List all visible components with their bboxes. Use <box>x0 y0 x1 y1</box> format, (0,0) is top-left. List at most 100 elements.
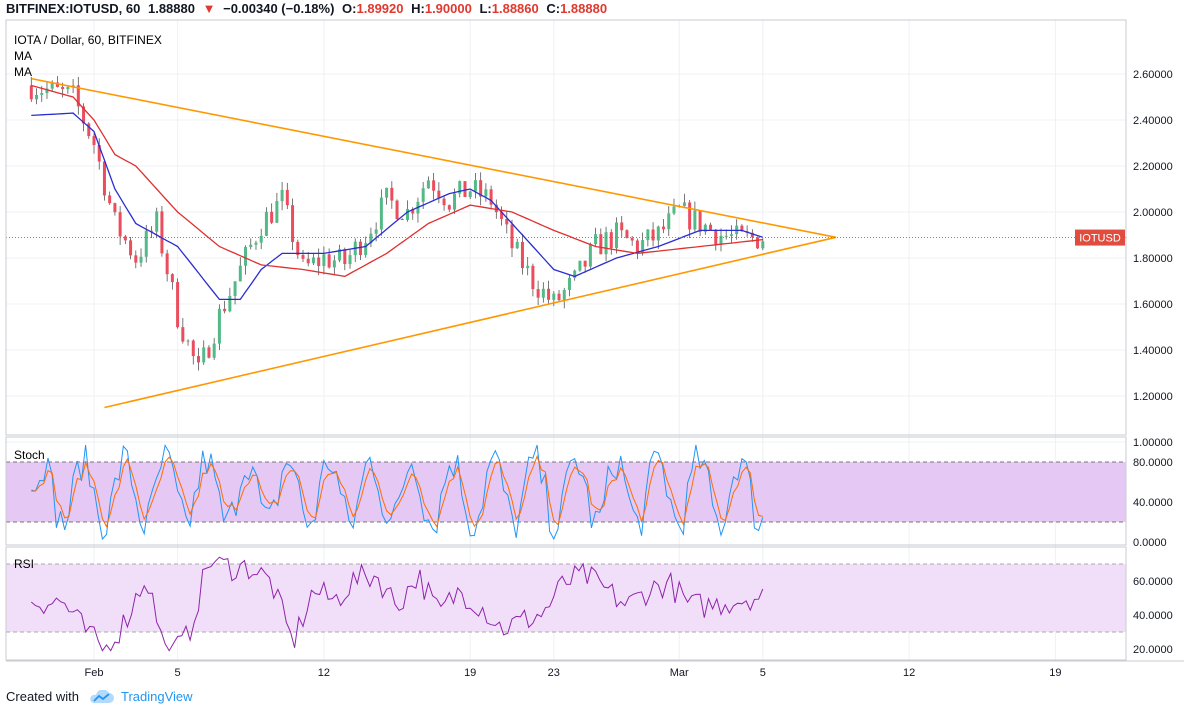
y-tick-label: 1.00000 <box>1133 437 1173 449</box>
candle-body <box>437 190 441 199</box>
candle-body <box>442 198 446 206</box>
candle-body <box>615 222 618 249</box>
stoch-tick-label: 40.0000 <box>1133 497 1173 509</box>
candle-body <box>729 234 733 236</box>
symbol-name: BITFINEX:IOTUSD, 60 <box>6 1 141 16</box>
legend-ma-2: MA <box>14 65 32 79</box>
candle-body <box>358 241 362 255</box>
candle-body <box>662 226 666 230</box>
last-price: 1.88880 <box>147 1 195 16</box>
pane-frame <box>5 546 1127 661</box>
candle-body <box>311 257 315 264</box>
ma-fast-line <box>31 112 764 301</box>
candle-body <box>693 210 697 230</box>
candle-body <box>494 204 498 213</box>
candle-body <box>505 218 509 225</box>
candle-body <box>197 356 200 363</box>
candle-body <box>379 197 383 230</box>
candle-body <box>170 274 174 283</box>
candle-body <box>55 82 59 87</box>
candle-body <box>296 241 300 256</box>
candle-body <box>531 265 535 290</box>
x-tick-label: 23 <box>548 667 560 679</box>
low-value: 1.88860 <box>491 1 539 16</box>
candle-body <box>45 88 49 94</box>
y-tick-label: 2.00000 <box>1133 207 1173 219</box>
candle-body <box>113 203 117 213</box>
candle-body <box>756 237 760 249</box>
candle-body <box>61 86 65 90</box>
candle-body <box>317 257 321 267</box>
candle-body <box>500 212 504 219</box>
candle-body <box>223 308 227 312</box>
stoch-k-line <box>31 443 764 541</box>
x-tick-label: 19 <box>464 667 476 679</box>
x-tick-label: 5 <box>175 667 181 679</box>
candle-body <box>87 123 91 137</box>
candle-body <box>160 211 164 254</box>
candle-body <box>129 240 133 256</box>
candle-body <box>724 235 728 237</box>
candle-body <box>191 340 195 357</box>
pane-frame <box>5 436 1127 546</box>
candle-body <box>709 224 713 230</box>
candle-body <box>82 106 86 124</box>
candle-body <box>249 244 253 247</box>
candle-body <box>176 282 180 328</box>
candle-body <box>348 255 352 265</box>
candle-body <box>332 260 336 268</box>
candle-body <box>484 189 488 197</box>
tradingview-link[interactable]: TradingView <box>120 689 193 704</box>
candle-body <box>714 229 718 245</box>
candle-body <box>264 211 268 236</box>
x-tick-label: 12 <box>318 667 330 679</box>
high-label: H: <box>411 1 425 16</box>
candle-body <box>118 212 122 237</box>
candle-body <box>165 253 169 275</box>
candle-body <box>97 144 101 162</box>
candle-body <box>432 180 436 191</box>
candle-body <box>92 136 96 145</box>
tradingview-cloud-icon <box>90 689 114 703</box>
candle-body <box>515 242 519 249</box>
candle-body <box>667 213 671 230</box>
y-tick-label: 1.40000 <box>1133 345 1173 357</box>
candle-body <box>233 281 237 296</box>
candle-body <box>599 234 603 255</box>
candle-body <box>149 230 153 232</box>
candle-body <box>400 219 404 221</box>
x-tick-label: 5 <box>760 667 766 679</box>
grid-lines <box>6 20 1126 660</box>
stoch-d-line <box>31 454 763 528</box>
series-lines <box>6 77 1126 409</box>
indicator-lines <box>30 443 764 652</box>
candle-body <box>578 260 582 271</box>
candle-body <box>703 224 707 232</box>
candle-body <box>688 202 692 230</box>
candle-body <box>275 201 279 223</box>
candle-body <box>609 232 613 249</box>
candle-body <box>453 193 457 210</box>
candle-body <box>40 93 44 95</box>
candle-body <box>280 189 284 202</box>
candle-body <box>750 232 754 238</box>
trendline <box>104 236 837 409</box>
candle-body <box>207 347 211 358</box>
symbol-header: BITFINEX:IOTUSD, 60 1.88880 ▼ −0.00340 (… <box>6 1 611 19</box>
candle-body <box>672 206 676 214</box>
high-value: 1.90000 <box>424 1 472 16</box>
candle-body <box>322 254 326 267</box>
candle-body <box>562 290 566 301</box>
candle-body <box>489 189 493 205</box>
candle-body <box>651 229 655 241</box>
candle-body <box>228 295 232 312</box>
candle-body <box>594 234 598 245</box>
candle-body <box>155 211 159 232</box>
pane-frame <box>5 19 1127 436</box>
x-tick-label: Mar <box>670 667 689 679</box>
legend-title: IOTA / Dollar, 60, BITFINEX <box>14 33 162 47</box>
candle-body <box>646 229 650 241</box>
candle-body <box>181 327 185 342</box>
y-tick-label: 2.60000 <box>1133 69 1173 81</box>
